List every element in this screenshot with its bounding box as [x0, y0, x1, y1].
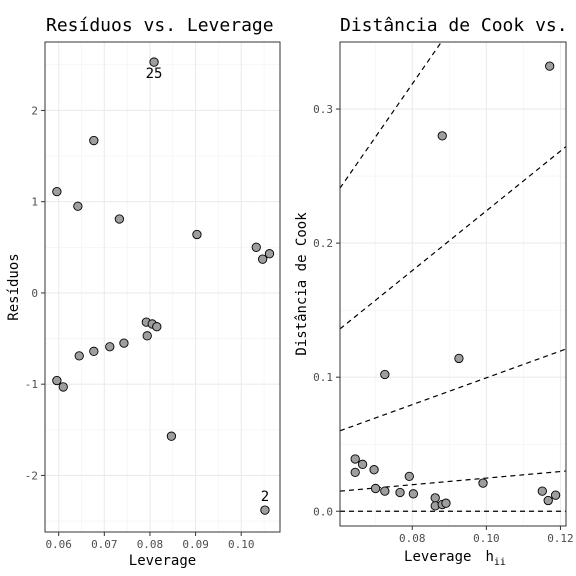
x-tick-label: 0.09 [182, 538, 209, 551]
data-point [357, 459, 368, 469]
y-tick-label: 0.3 [313, 103, 333, 116]
data-point [258, 254, 268, 264]
x-tick-label: 0.10 [473, 532, 500, 545]
panel2-points [350, 61, 561, 511]
data-point [478, 478, 488, 488]
y-tick-label: 0.0 [313, 505, 333, 518]
residuals-vs-leverage-panel: Resíduos vs. Leverage 252 0.06 0.07 0.08 0.… [6, 15, 281, 569]
data-point [370, 483, 381, 494]
panel2-plot-border [339, 41, 567, 527]
panel2-x-axis-label-subscript: ii [494, 557, 506, 568]
panel2-x-axis-label-text: Leverage [404, 549, 471, 565]
panel1-plot-border [44, 41, 281, 533]
data-point [142, 331, 152, 341]
data-point [52, 375, 62, 386]
panel1-plot-background [45, 42, 280, 532]
y-tick-label: 0 [31, 287, 38, 300]
data-point [454, 353, 464, 364]
cook-contour-line [340, 348, 566, 432]
panel1-annotations: 25 2 [146, 66, 270, 505]
y-tick-label: 0.2 [313, 237, 333, 250]
x-tick-label: 0.10 [228, 538, 255, 551]
data-point [119, 338, 129, 348]
data-point [404, 471, 414, 482]
panel1-title: Resíduos vs. Leverage [46, 15, 274, 36]
panel1-ticks: 0.06 0.07 0.08 0.09 0.10 -2 -1 0 1 2 [25, 104, 255, 551]
panel2-y-axis-label: Distância de Cook [294, 212, 310, 356]
x-tick-label: 0.08 [137, 538, 164, 551]
panel1-x-axis-label: Leverage [129, 553, 196, 569]
y-tick-label: -1 [25, 378, 38, 391]
data-point [537, 486, 547, 496]
data-point [74, 351, 84, 361]
panel2-ticks: 0.08 0.10 0.12 0.0 0.1 0.2 0.3 [313, 103, 574, 545]
data-point [550, 490, 561, 500]
data-point [52, 186, 62, 197]
data-point [380, 486, 390, 496]
panel2-x-axis-label-symbol: h [485, 549, 493, 565]
x-tick-label: 0.07 [91, 538, 118, 551]
data-point [152, 322, 162, 332]
data-point [395, 487, 405, 498]
cooks-distance-vs-leverage-panel: Distância de Cook vs. Leverage 0.080.100… [294, 15, 576, 568]
data-point [105, 342, 115, 352]
data-point [192, 229, 202, 240]
point-annotation-label: 25 [146, 66, 163, 82]
x-tick-label: 0.12 [547, 532, 574, 545]
y-tick-label: 1 [31, 196, 38, 209]
data-point [114, 214, 125, 224]
data-point [166, 431, 177, 441]
y-tick-label: -2 [25, 469, 38, 482]
cook-contour-line [340, 42, 443, 189]
panel1-points [52, 57, 275, 515]
data-point [251, 242, 261, 252]
data-point [543, 495, 553, 506]
y-tick-label: 0.1 [313, 371, 333, 384]
data-point [58, 382, 68, 392]
data-point [149, 57, 159, 67]
data-point [73, 201, 83, 211]
data-point [441, 498, 451, 508]
data-point [350, 454, 360, 464]
data-point [350, 467, 360, 478]
x-tick-label: 0.06 [45, 538, 72, 551]
data-point [408, 489, 419, 499]
cook-contour-line [340, 146, 566, 330]
data-point [260, 505, 270, 515]
panel2-plot-background [340, 42, 566, 526]
data-point [369, 465, 379, 475]
data-point [545, 61, 555, 71]
panel2-title: Distância de Cook vs. Leverage [340, 15, 576, 36]
panel1-grid [45, 42, 280, 532]
data-point [264, 249, 275, 259]
panel2-x-axis-label: Leverage hii [404, 549, 506, 568]
data-point [380, 369, 390, 380]
y-tick-label: 2 [31, 104, 38, 117]
data-point [89, 346, 99, 356]
panel1-y-axis-label: Resíduos [6, 253, 22, 320]
data-point [89, 135, 99, 146]
data-point [437, 131, 447, 141]
x-tick-label: 0.08 [399, 532, 426, 545]
data-point [430, 493, 440, 503]
point-annotation-label: 2 [261, 489, 269, 505]
